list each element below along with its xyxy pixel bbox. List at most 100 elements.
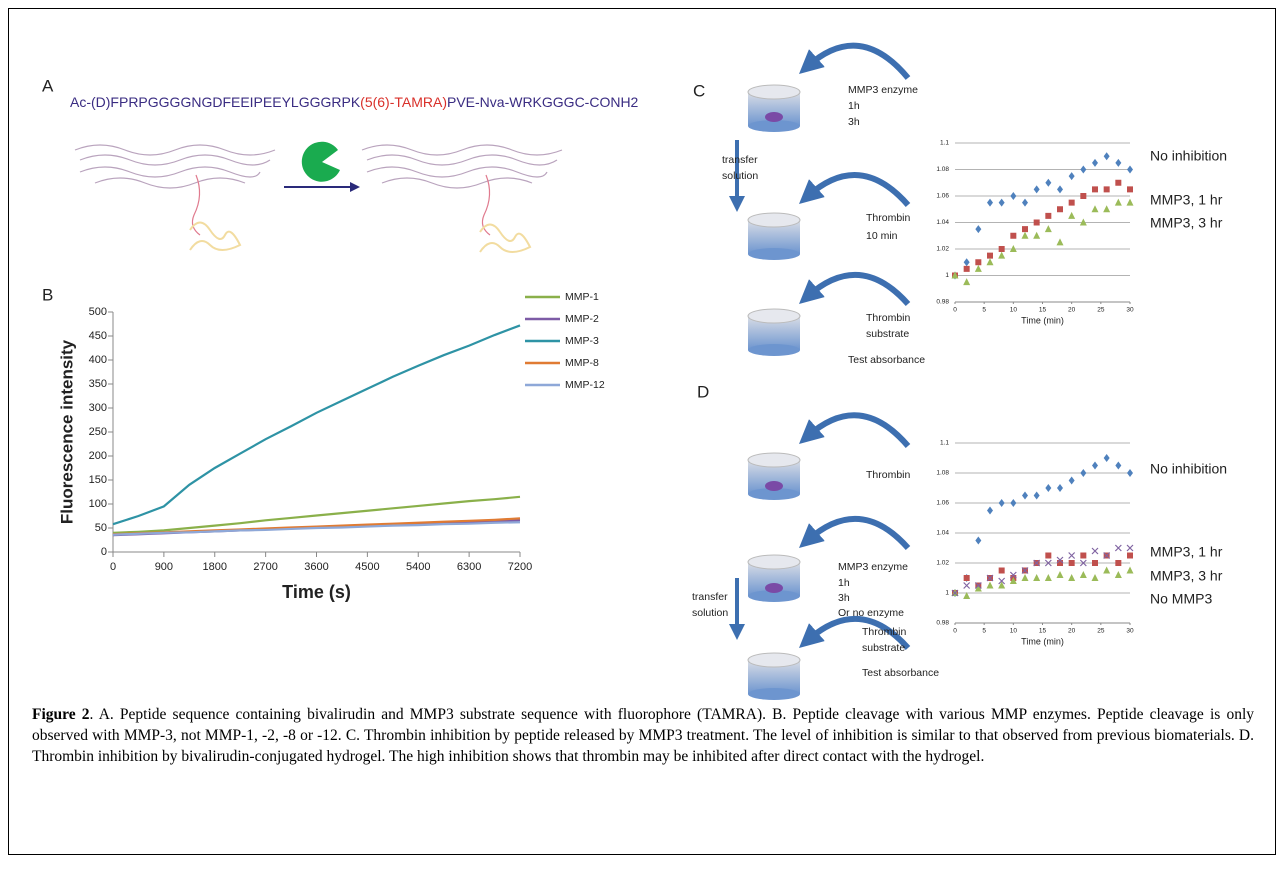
data-point xyxy=(1068,476,1075,485)
diagram-label: 10 min xyxy=(866,230,898,242)
legend-label: No inhibition xyxy=(1150,461,1227,477)
legend-label: MMP3, 3 hr xyxy=(1150,568,1223,584)
y-tick-label: 300 xyxy=(89,402,107,414)
data-point xyxy=(1103,454,1110,462)
data-point xyxy=(1045,484,1052,492)
data-point xyxy=(1033,219,1040,226)
process-arrows xyxy=(729,42,911,650)
data-point xyxy=(1092,461,1098,470)
data-point xyxy=(1126,566,1134,574)
y-tick-label: 0.98 xyxy=(936,620,949,627)
y-tick-label: 1.04 xyxy=(936,530,949,537)
legend-label: No MMP3 xyxy=(1150,591,1212,607)
data-point xyxy=(1045,178,1052,187)
y-tick-label: 1 xyxy=(945,272,949,279)
cylinders xyxy=(747,84,801,700)
y-tick-label: 350 xyxy=(89,378,107,390)
x-axis-title: Time (s) xyxy=(282,582,351,602)
data-point xyxy=(998,499,1005,507)
data-point xyxy=(986,581,994,589)
diagram-label: substrate xyxy=(866,328,909,340)
data-point xyxy=(987,252,993,259)
data-point xyxy=(1045,552,1052,559)
data-point xyxy=(1103,152,1110,161)
y-tick-label: 1.1 xyxy=(940,440,949,447)
data-point xyxy=(1009,245,1017,252)
data-point xyxy=(963,278,971,286)
data-point xyxy=(1021,567,1029,574)
x-tick-label: 30 xyxy=(1126,628,1134,635)
data-point xyxy=(1022,198,1028,207)
data-point xyxy=(1021,574,1029,581)
data-point xyxy=(963,582,971,589)
x-tick-label: 0 xyxy=(110,561,116,573)
diagram-label: MMP3 enzyme xyxy=(848,84,918,96)
diagram-label: substrate xyxy=(862,642,905,654)
panel-label: B xyxy=(42,285,53,304)
data-point xyxy=(1114,198,1122,206)
data-point xyxy=(1103,552,1111,559)
data-point xyxy=(975,225,982,234)
x-axis-title: Time (min) xyxy=(1021,636,1064,646)
peptide-sequence: Ac-(D)FPRPGGGGNGDFEEIPEEYLGGGRPK(5(6)-TA… xyxy=(70,94,639,110)
data-point xyxy=(1103,186,1110,193)
x-tick-label: 1800 xyxy=(203,561,227,573)
legend-label: MMP-8 xyxy=(565,357,599,369)
diagram-label: solution xyxy=(722,170,758,182)
data-point xyxy=(1068,199,1075,206)
data-point xyxy=(1022,491,1028,500)
data-point xyxy=(1127,552,1133,559)
x-tick-label: 5 xyxy=(982,628,986,635)
y-tick-label: 1.08 xyxy=(936,470,949,477)
x-tick-label: 10 xyxy=(1010,307,1018,314)
data-point xyxy=(1068,574,1076,581)
data-point xyxy=(1115,179,1122,186)
data-point xyxy=(998,581,1006,589)
data-point xyxy=(1009,577,1017,584)
data-point xyxy=(998,577,1006,585)
data-point xyxy=(975,259,982,266)
data-point xyxy=(1057,206,1063,213)
y-axis-title: Fluorescence intensity xyxy=(57,339,76,524)
data-point xyxy=(1068,211,1076,219)
caption-text: . A. Peptide sequence containing bivalir… xyxy=(32,706,1254,765)
data-point xyxy=(1010,192,1017,200)
caption: Figure 2. A. Peptide sequence containing… xyxy=(32,704,1254,767)
data-point xyxy=(1114,571,1122,578)
data-point xyxy=(1068,560,1075,566)
y-tick-label: 0 xyxy=(101,546,107,558)
data-point xyxy=(1080,165,1087,174)
data-point xyxy=(1115,158,1122,167)
data-point xyxy=(1033,185,1040,194)
data-point xyxy=(963,258,970,267)
data-point xyxy=(963,265,970,272)
data-point xyxy=(1091,205,1099,213)
x-tick-label: 25 xyxy=(1097,307,1105,314)
data-point xyxy=(1127,186,1133,193)
data-point xyxy=(1092,158,1098,167)
panel-label: D xyxy=(697,382,709,401)
data-point xyxy=(1115,560,1122,566)
y-tick-label: 1.06 xyxy=(936,500,949,507)
data-point xyxy=(998,251,1006,259)
x-tick-label: 15 xyxy=(1039,628,1047,635)
diagram-label: transfer xyxy=(692,591,728,603)
legend-label: MMP-2 xyxy=(565,313,599,325)
y-tick-label: 1.02 xyxy=(936,246,949,253)
data-point xyxy=(1091,547,1099,555)
data-point xyxy=(951,589,959,597)
x-tick-label: 3600 xyxy=(304,561,328,573)
y-tick-label: 50 xyxy=(95,522,107,534)
y-tick-label: 500 xyxy=(89,306,107,318)
x-tick-label: 0 xyxy=(953,307,957,314)
data-point xyxy=(1044,559,1052,567)
x-tick-label: 30 xyxy=(1126,307,1134,314)
data-point xyxy=(998,567,1005,574)
y-tick-label: 150 xyxy=(89,474,107,486)
y-tick-label: 450 xyxy=(89,330,107,342)
data-point xyxy=(963,575,970,581)
data-point xyxy=(1033,559,1041,567)
data-point xyxy=(974,582,982,589)
panel-label: A xyxy=(42,76,54,95)
